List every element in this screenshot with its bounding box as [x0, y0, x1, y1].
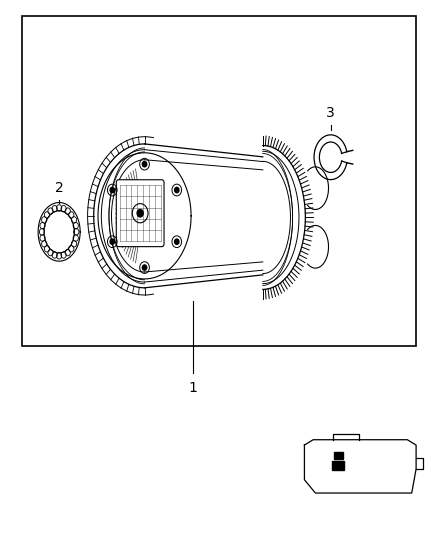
Circle shape	[175, 187, 179, 193]
FancyBboxPatch shape	[117, 180, 164, 247]
Text: 1: 1	[188, 381, 197, 395]
Circle shape	[175, 239, 179, 245]
Bar	[332, 461, 344, 470]
Circle shape	[137, 209, 143, 217]
Circle shape	[142, 161, 147, 167]
Bar	[22, 16, 416, 346]
Circle shape	[110, 239, 114, 245]
Circle shape	[142, 265, 147, 270]
Text: 2: 2	[55, 181, 64, 195]
Circle shape	[110, 187, 114, 193]
Text: 3: 3	[326, 106, 335, 120]
Bar	[334, 452, 343, 459]
